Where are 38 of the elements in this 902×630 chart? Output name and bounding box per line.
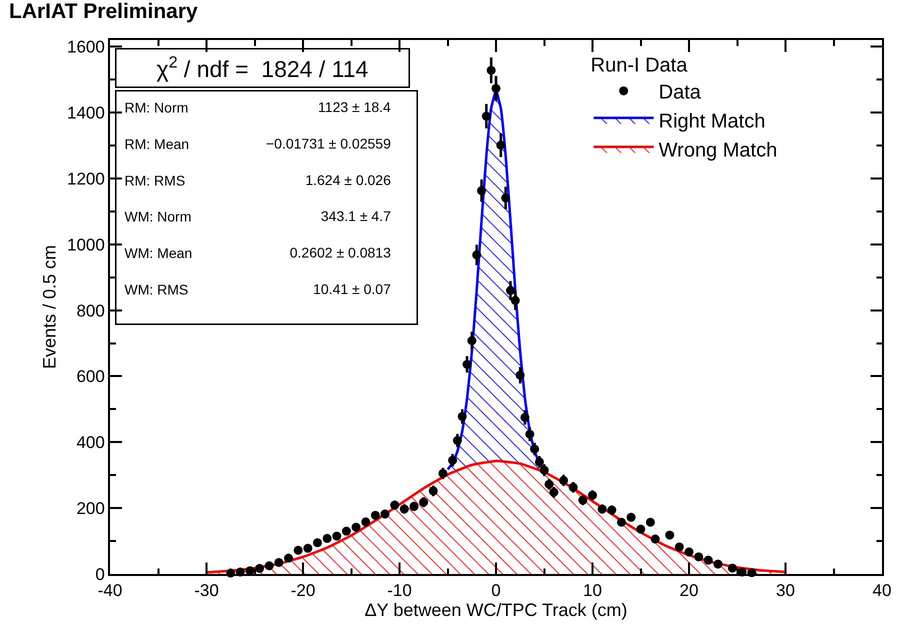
x-tick-label: -20 bbox=[290, 581, 316, 600]
legend-label: Wrong Match bbox=[658, 140, 778, 162]
annotation: 10.41 ± 0.07 bbox=[313, 281, 392, 297]
x-tick-label: -40 bbox=[98, 581, 122, 600]
chart-title: LArIAT Preliminary bbox=[9, 0, 198, 23]
annotation: −0.01731 ± 0.02559 bbox=[266, 135, 392, 152]
x-axis-title: ΔY between WC/TPC Track (cm) bbox=[364, 600, 628, 620]
annotation: 1.624 ± 0.026 bbox=[305, 172, 392, 188]
y-tick-label: 400 bbox=[76, 433, 105, 452]
annotation: 1123 ± 18.4 bbox=[318, 99, 392, 115]
y-tick-label: 800 bbox=[76, 301, 105, 320]
annotation: RM: Norm bbox=[124, 100, 188, 116]
legend-title: Run-I Data bbox=[590, 54, 688, 76]
legend-label: Data bbox=[658, 82, 702, 104]
legend-label: Right Match bbox=[658, 110, 766, 133]
annotation: WM: Mean bbox=[124, 245, 192, 262]
y-tick-label: 1400 bbox=[67, 103, 105, 122]
x-tick-label: 30 bbox=[776, 581, 795, 600]
annotation: 343.1 ± 4.7 bbox=[320, 208, 392, 224]
annotation: 0.2602 ± 0.0813 bbox=[290, 244, 392, 261]
x-tick-label: -10 bbox=[387, 581, 412, 600]
annotation: WM: RMS bbox=[124, 282, 188, 298]
y-tick-label: 1200 bbox=[67, 169, 105, 188]
y-tick-label: 1000 bbox=[67, 235, 105, 254]
y-tick-label: 0 bbox=[95, 564, 105, 584]
x-tick-label: 10 bbox=[583, 581, 602, 600]
x-tick-label: 0 bbox=[491, 581, 501, 600]
y-tick-label: 1600 bbox=[67, 38, 105, 57]
annotation: RM: RMS bbox=[124, 172, 186, 188]
annotation: χ$^{2}$ / ndf = 1824 / 114 bbox=[156, 54, 368, 82]
annotation: WM: Norm bbox=[124, 208, 192, 225]
x-tick-label: -30 bbox=[194, 581, 219, 600]
y-tick-label: 600 bbox=[76, 367, 105, 386]
y-axis-title: Events / 0.5 cm bbox=[40, 244, 60, 370]
x-tick-label: 20 bbox=[680, 581, 698, 600]
annotation: RM: Mean bbox=[124, 136, 190, 152]
y-tick-label: 200 bbox=[76, 499, 105, 518]
x-tick-label: 40 bbox=[872, 581, 892, 600]
